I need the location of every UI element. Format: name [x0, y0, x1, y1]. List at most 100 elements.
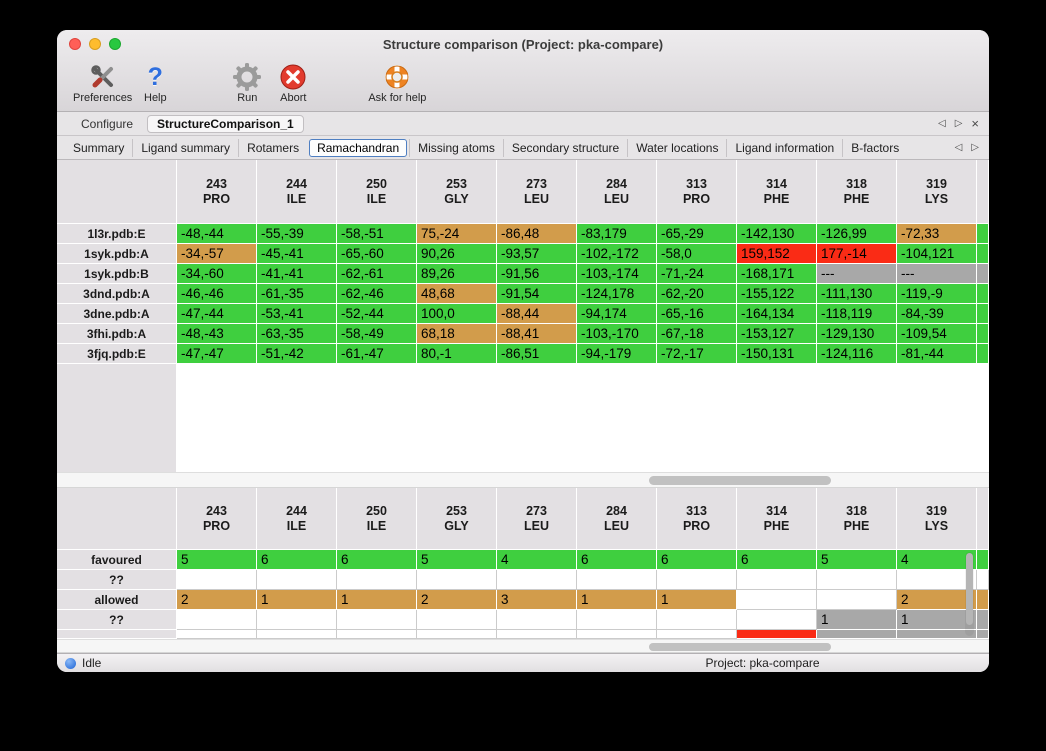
data-cell[interactable]: 1 [657, 590, 737, 610]
data-cell[interactable]: -118,119 [817, 304, 897, 324]
tab-close-icon[interactable]: × [971, 115, 979, 131]
data-cell[interactable] [177, 630, 257, 639]
toolbar-run-button[interactable]: Run [224, 61, 270, 104]
data-cell[interactable]: -164,134 [737, 304, 817, 324]
data-cell[interactable]: -86,48 [497, 224, 577, 244]
subtab-secondary-structure[interactable]: Secondary structure [502, 138, 627, 157]
data-cell[interactable] [657, 630, 737, 639]
tab-configure[interactable]: Configure [81, 116, 134, 131]
data-cell[interactable]: -72,33 [897, 224, 977, 244]
data-cell[interactable]: -65,-60 [337, 244, 417, 264]
data-cell[interactable]: 5 [817, 550, 897, 570]
minimize-window-button[interactable] [89, 38, 101, 50]
data-cell[interactable] [897, 570, 977, 590]
toolbar-abort-button[interactable]: Abort [270, 61, 316, 104]
data-cell[interactable]: -109,54 [897, 324, 977, 344]
data-cell[interactable] [497, 570, 577, 590]
data-cell[interactable]: -58,0 [657, 244, 737, 264]
data-cell[interactable]: 5 [177, 550, 257, 570]
data-cell[interactable]: 1 [337, 590, 417, 610]
data-cell[interactable]: -47,-47 [177, 344, 257, 364]
close-window-button[interactable] [69, 38, 81, 50]
data-cell[interactable] [817, 590, 897, 610]
data-cell[interactable]: 90,26 [417, 244, 497, 264]
data-cell[interactable]: -168,171 [737, 264, 817, 284]
top-horizontal-scrollbar-thumb[interactable] [648, 476, 831, 485]
tab-next-icon[interactable]: ▷ [954, 118, 963, 129]
data-cell[interactable]: -81,-44 [897, 344, 977, 364]
data-cell[interactable]: 177,-14 [817, 244, 897, 264]
subtab-ramachandran[interactable]: Ramachandran [309, 138, 408, 157]
data-cell[interactable]: -126,99 [817, 224, 897, 244]
data-cell[interactable]: -53,-41 [257, 304, 337, 324]
data-cell[interactable]: -142,130 [737, 224, 817, 244]
data-cell[interactable]: -155,122 [737, 284, 817, 304]
data-cell[interactable] [417, 630, 497, 639]
data-cell[interactable] [817, 570, 897, 590]
data-cell[interactable]: -91,54 [497, 284, 577, 304]
data-cell[interactable]: -103,-174 [577, 264, 657, 284]
data-cell[interactable]: 1 [577, 590, 657, 610]
data-cell[interactable]: -84,-39 [897, 304, 977, 324]
data-cell[interactable]: 68,18 [417, 324, 497, 344]
data-cell[interactable]: -61,-35 [257, 284, 337, 304]
subtab-rotamers[interactable]: Rotamers [238, 138, 307, 157]
data-cell[interactable] [417, 610, 497, 630]
subtab-ligand-information[interactable]: Ligand information [726, 138, 842, 157]
data-cell[interactable]: -62,-20 [657, 284, 737, 304]
data-cell[interactable]: 1 [257, 590, 337, 610]
data-cell[interactable] [737, 630, 817, 639]
data-cell[interactable] [577, 570, 657, 590]
data-cell[interactable]: 4 [497, 550, 577, 570]
data-cell[interactable]: -104,121 [897, 244, 977, 264]
data-cell[interactable]: -62,-61 [337, 264, 417, 284]
data-cell[interactable]: 2 [897, 590, 977, 610]
data-cell[interactable] [737, 590, 817, 610]
data-cell[interactable] [817, 630, 897, 639]
data-cell[interactable]: -58,-49 [337, 324, 417, 344]
data-cell[interactable]: -63,-35 [257, 324, 337, 344]
data-cell[interactable]: -65,-16 [657, 304, 737, 324]
zoom-window-button[interactable] [109, 38, 121, 50]
data-cell[interactable] [337, 630, 417, 639]
data-cell[interactable]: -124,116 [817, 344, 897, 364]
data-cell[interactable]: -102,-172 [577, 244, 657, 264]
data-cell[interactable]: -58,-51 [337, 224, 417, 244]
data-cell[interactable]: -88,44 [497, 304, 577, 324]
toolbar-preferences-button[interactable]: Preferences [73, 61, 132, 104]
data-cell[interactable]: -34,-57 [177, 244, 257, 264]
data-cell[interactable]: 4 [897, 550, 977, 570]
toolbar-ask-for-help-button[interactable]: Ask for help [368, 61, 426, 104]
data-cell[interactable] [577, 610, 657, 630]
data-cell[interactable]: -67,-18 [657, 324, 737, 344]
data-cell[interactable] [737, 610, 817, 630]
subtab-prev-icon[interactable]: ◁ [954, 142, 963, 153]
data-cell[interactable]: -93,57 [497, 244, 577, 264]
data-cell[interactable]: -111,130 [817, 284, 897, 304]
data-cell[interactable] [657, 570, 737, 590]
data-cell[interactable]: --- [897, 264, 977, 284]
data-cell[interactable]: -91,56 [497, 264, 577, 284]
data-cell[interactable]: -65,-29 [657, 224, 737, 244]
data-cell[interactable]: -46,-46 [177, 284, 257, 304]
data-cell[interactable]: -150,131 [737, 344, 817, 364]
data-cell[interactable]: 6 [577, 550, 657, 570]
data-cell[interactable]: -83,179 [577, 224, 657, 244]
data-cell[interactable]: -72,-17 [657, 344, 737, 364]
data-cell[interactable] [177, 570, 257, 590]
data-cell[interactable]: -94,-179 [577, 344, 657, 364]
data-cell[interactable]: 6 [737, 550, 817, 570]
bottom-vertical-scrollbar-thumb[interactable] [966, 553, 973, 625]
data-cell[interactable]: 89,26 [417, 264, 497, 284]
data-cell[interactable] [497, 610, 577, 630]
subtab-missing-atoms[interactable]: Missing atoms [409, 138, 503, 157]
toolbar-help-button[interactable]: ? Help [132, 61, 178, 105]
data-cell[interactable] [257, 570, 337, 590]
data-cell[interactable] [337, 570, 417, 590]
data-cell[interactable]: 6 [337, 550, 417, 570]
data-cell[interactable] [897, 630, 977, 639]
bottom-vertical-scrollbar[interactable] [965, 552, 974, 636]
data-cell[interactable]: --- [817, 264, 897, 284]
data-cell[interactable]: -48,-44 [177, 224, 257, 244]
data-cell[interactable]: -55,-39 [257, 224, 337, 244]
